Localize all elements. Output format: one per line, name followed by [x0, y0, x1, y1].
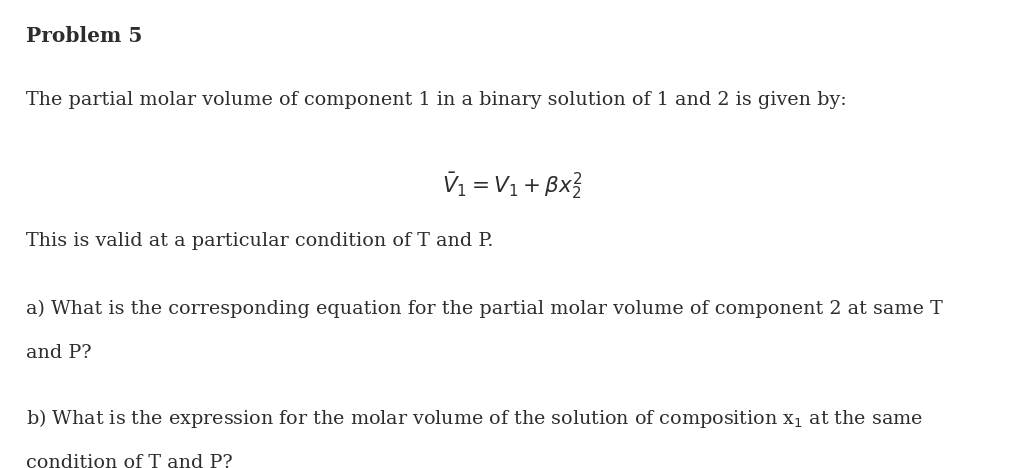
Text: b) What is the expression for the molar volume of the solution of composition x$: b) What is the expression for the molar …: [26, 407, 923, 430]
Text: and P?: and P?: [26, 344, 91, 362]
Text: The partial molar volume of component 1 in a binary solution of 1 and 2 is given: The partial molar volume of component 1 …: [26, 91, 847, 109]
Text: condition of T and P?: condition of T and P?: [26, 454, 232, 468]
Text: $\bar{V}_1 = V_1 + \beta x_2^2$: $\bar{V}_1 = V_1 + \beta x_2^2$: [441, 171, 583, 201]
Text: This is valid at a particular condition of T and P.: This is valid at a particular condition …: [26, 232, 493, 249]
Text: a) What is the corresponding equation for the partial molar volume of component : a) What is the corresponding equation fo…: [26, 300, 942, 318]
Text: Problem 5: Problem 5: [26, 26, 142, 46]
